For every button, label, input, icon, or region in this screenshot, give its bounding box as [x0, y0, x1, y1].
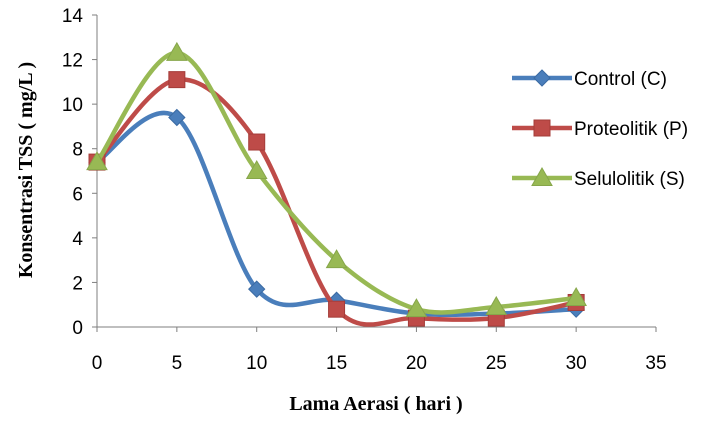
- x-tick-label: 30: [566, 353, 587, 374]
- legend: Control (C) Proteolitik (P) Selulolitik (S…: [512, 69, 688, 190]
- series-1: [88, 108, 585, 323]
- y-tick-label: 8: [72, 140, 83, 161]
- legend-item: Control (C): [512, 69, 667, 90]
- y-tick-label: 2: [72, 273, 83, 294]
- data-point: [245, 159, 268, 179]
- legend-label: Proteolitik (P): [574, 119, 688, 140]
- y-tick-label: 12: [62, 51, 83, 72]
- series: [86, 41, 588, 327]
- legend-label: Selulolitik (S): [574, 169, 685, 190]
- series-line: [94, 110, 579, 318]
- x-tick-label: 35: [645, 353, 666, 374]
- data-point: [168, 71, 186, 89]
- y-tick-label: 14: [62, 6, 84, 27]
- legend-item: Proteolitik (P): [512, 119, 688, 140]
- x-axis-title: Lama Aerasi ( hari ): [289, 393, 462, 415]
- x-tick-label: 15: [326, 353, 347, 374]
- legend-marker: [531, 166, 553, 186]
- y-axis-title: Konsentrasi TSS ( mg/L ): [15, 62, 37, 278]
- x-tick-label: 20: [406, 353, 427, 374]
- data-point: [168, 108, 186, 127]
- x-tick-label: 10: [246, 353, 267, 374]
- y-tick-label: 10: [62, 95, 83, 116]
- data-point: [86, 151, 108, 171]
- x-ticks: 0 5 10 15 20 25 30 35: [92, 327, 667, 374]
- series-3: [86, 41, 588, 318]
- y-tick-label: 4: [72, 229, 83, 250]
- data-point: [485, 295, 508, 315]
- legend-item: Selulolitik (S): [512, 166, 685, 190]
- data-point: [405, 298, 428, 318]
- legend-label: Control (C): [574, 69, 667, 90]
- y-ticks: 0 2 4 6 8 10 12 14: [62, 6, 97, 339]
- x-tick-label: 0: [92, 353, 103, 374]
- y-tick-label: 0: [72, 318, 83, 339]
- data-point: [165, 41, 188, 61]
- series-line: [94, 50, 579, 315]
- x-tick-label: 5: [172, 353, 183, 374]
- data-point: [328, 300, 346, 318]
- series-line: [94, 77, 579, 327]
- x-tick-label: 25: [486, 353, 507, 374]
- axes: [96, 15, 656, 328]
- data-point: [248, 133, 266, 151]
- legend-marker: [533, 69, 551, 87]
- series-2: [88, 71, 585, 327]
- data-point: [565, 287, 588, 307]
- y-tick-label: 6: [72, 184, 83, 205]
- data-point: [325, 249, 348, 269]
- legend-marker: [533, 119, 551, 137]
- data-point: [248, 280, 266, 298]
